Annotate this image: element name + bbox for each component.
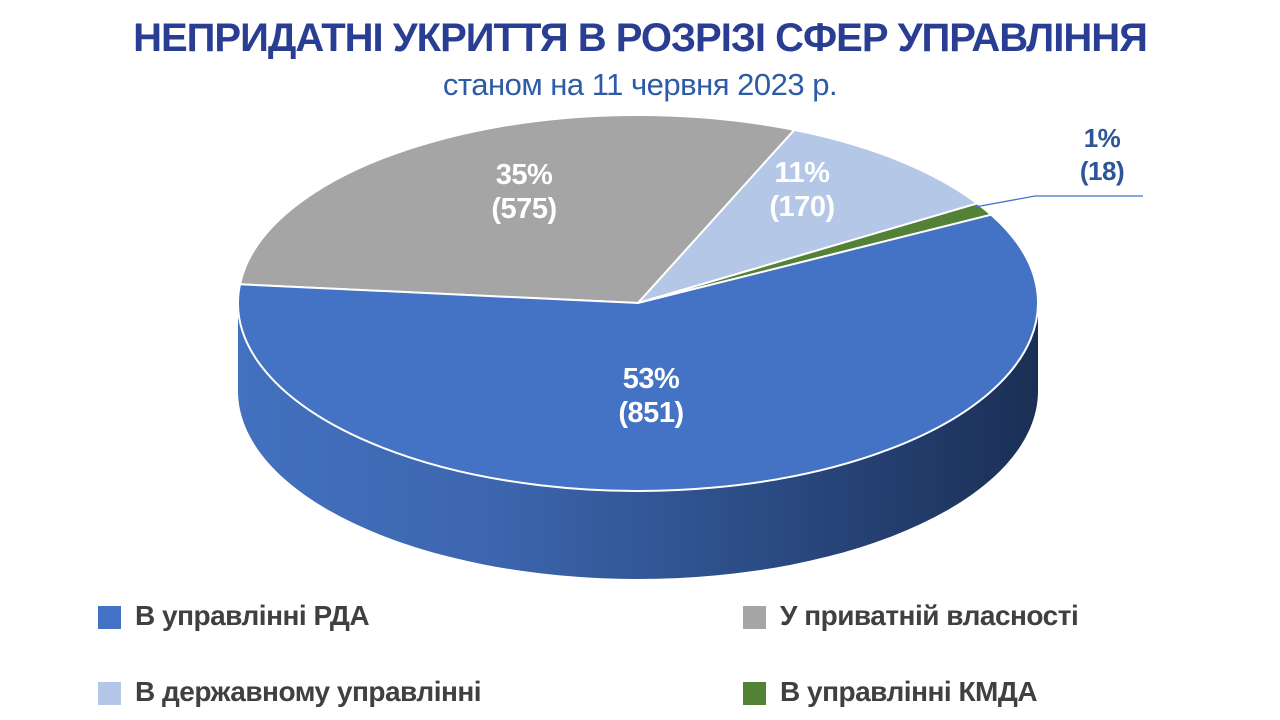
pie-slice-1: [239, 113, 796, 304]
legend-swatch-icon: [98, 681, 121, 705]
slice-label-state: 11% (170): [769, 156, 835, 224]
slice-percent: 11%: [774, 157, 830, 189]
legend-label: В державному управлінні: [135, 676, 482, 707]
slice-label-rda: 53% (851): [618, 362, 684, 430]
legend-label: В управлінні РДА: [135, 600, 370, 631]
slice-percent: 35%: [495, 159, 553, 191]
legend-swatch-icon: [743, 681, 766, 705]
legend-label: У приватній власності: [780, 600, 1079, 631]
pie-side-face: [238, 303, 1038, 579]
legend-item-kmda: В управлінні КМДА: [743, 676, 1038, 708]
legend-swatch-icon: [743, 605, 766, 629]
callout-line: [974, 195, 1143, 208]
slice-count: (170): [769, 191, 835, 223]
pie-slice-0: [237, 213, 1040, 492]
legend-label: В управлінні КМДА: [780, 676, 1038, 707]
slice-count: (575): [491, 193, 557, 225]
legend-item-rda: В управлінні РДА: [98, 600, 370, 632]
slice-label-kmda-callout: 1% (18): [1079, 122, 1125, 188]
pie-slice-2: [637, 128, 979, 304]
legend-item-private: У приватній власності: [743, 600, 1079, 632]
legend-swatch-icon: [98, 605, 121, 629]
chart-subtitle: станом на 11 червня 2023 р.: [442, 67, 838, 102]
slice-percent: 1%: [1083, 123, 1121, 153]
slice-percent: 53%: [622, 363, 680, 395]
slice-count: (851): [618, 397, 684, 429]
slice-count: (18): [1079, 156, 1125, 186]
chart-title: НЕПРИДАТНІ УКРИТТЯ В РОЗРІЗІ СФЕР УПРАВЛ…: [133, 16, 1148, 60]
legend-item-state: В державному управлінні: [98, 676, 482, 708]
slice-label-private: 35% (575): [491, 158, 557, 226]
